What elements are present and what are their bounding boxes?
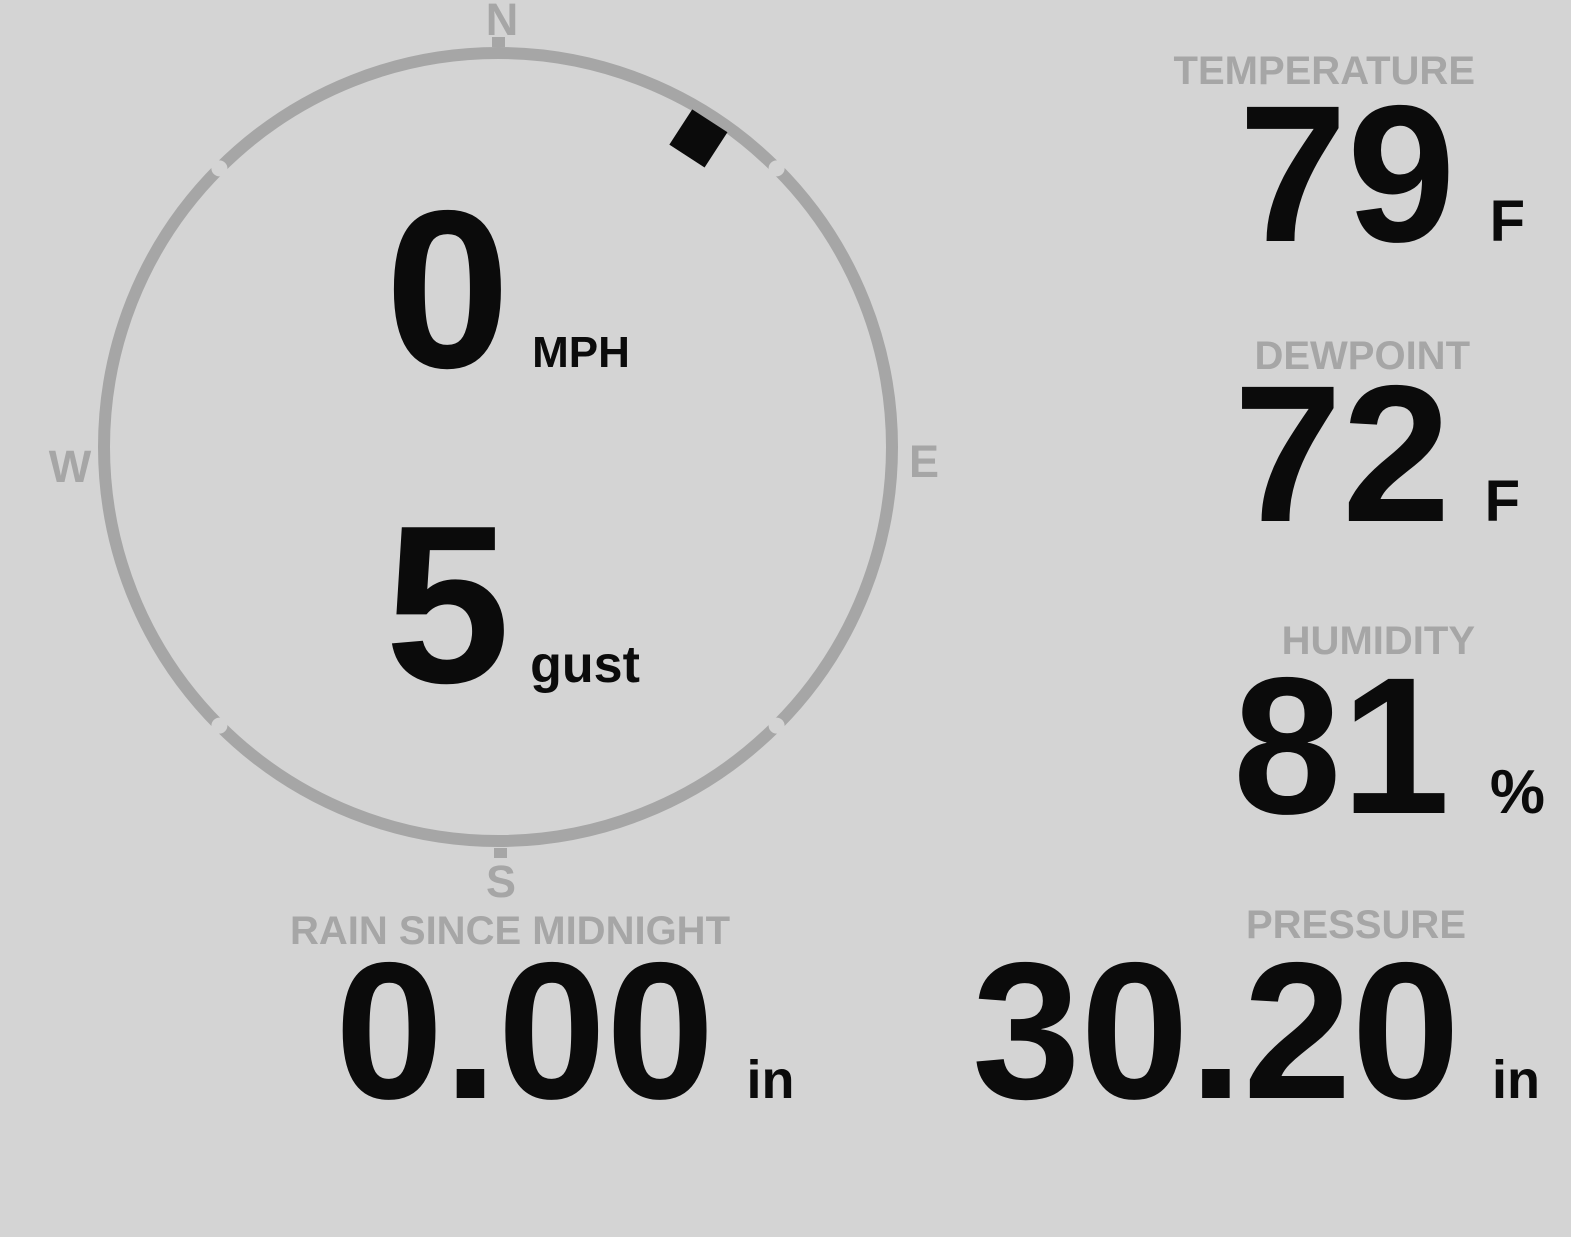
temperature-value: 79 (1238, 65, 1456, 283)
temperature-unit: F (1489, 189, 1525, 254)
compass-label-west: W (49, 441, 92, 492)
humidity-label: HUMIDITY (1281, 619, 1475, 663)
pressure-label: PRESSURE (1245, 903, 1466, 947)
compass-label-north: N (486, 0, 519, 45)
compass-notch-ne (768, 160, 785, 177)
compass-label-south: S (486, 856, 516, 907)
rain-since-midnight-value: 0.00 (335, 922, 715, 1140)
wind-speed: 0 MPH (385, 177, 630, 402)
wind-speed-value: 0 (385, 163, 511, 415)
compass-tick-north (492, 37, 505, 47)
dewpoint-reading: 72 F (1234, 357, 1520, 552)
wind-gust-unit: gust (530, 636, 640, 694)
wind-gust-value: 5 (385, 478, 511, 730)
compass-ring (98, 47, 898, 847)
humidity-unit: % (1489, 758, 1545, 827)
compass-notch-se (768, 717, 785, 734)
rain-since-midnight-reading: 0.00 in (335, 934, 795, 1129)
wind-gust: 5 gust (385, 492, 640, 717)
temperature-label: TEMPERATURE (1173, 49, 1475, 93)
dewpoint-label: DEWPOINT (1254, 334, 1470, 378)
compass-tick-south (494, 848, 507, 858)
humidity-value: 81 (1232, 637, 1450, 855)
humidity-reading: 81 % (1233, 649, 1545, 844)
temperature-reading: 79 F (1239, 77, 1525, 272)
compass-notch-sw (211, 717, 228, 734)
pressure-unit: in (1492, 1050, 1540, 1110)
dewpoint-value: 72 (1233, 345, 1451, 563)
rain-since-midnight-unit: in (746, 1050, 795, 1110)
pressure-reading: 30.20 in (972, 934, 1540, 1129)
compass-notch-nw (211, 160, 228, 177)
wind-compass: N E S W (49, 0, 939, 907)
wind-direction-marker-icon (669, 109, 728, 168)
compass-label-east: E (909, 436, 939, 487)
pressure-value: 30.20 (972, 922, 1460, 1140)
rain-since-midnight-label: RAIN SINCE MIDNIGHT (290, 909, 730, 953)
dewpoint-unit: F (1484, 469, 1520, 534)
wind-speed-unit: MPH (532, 328, 630, 377)
